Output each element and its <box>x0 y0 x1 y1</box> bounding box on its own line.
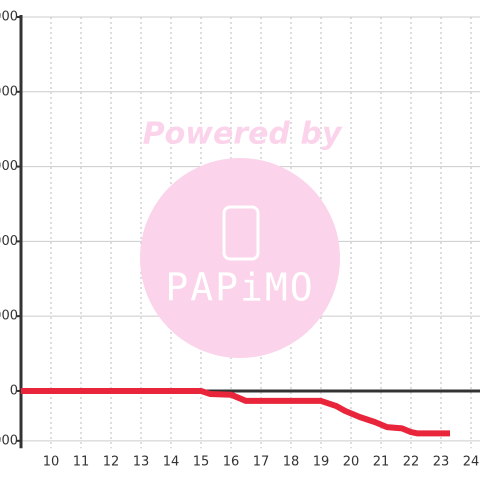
x-tick-label: 21 <box>373 455 390 470</box>
y-tick-label: 30,000 <box>0 309 18 324</box>
watermark-icon <box>222 205 260 261</box>
x-tick-label: 11 <box>73 455 90 470</box>
x-tick-label: 20 <box>343 455 360 470</box>
x-tick-label: 24 <box>463 455 480 470</box>
watermark-brand: PAPiMO <box>165 266 314 310</box>
x-tick-label: 13 <box>133 455 150 470</box>
y-tick-label: -20,000 <box>0 433 18 448</box>
y-tick-label: 60,000 <box>0 234 18 249</box>
x-tick-label: 22 <box>403 455 420 470</box>
y-tick-label: 90,000 <box>0 159 18 174</box>
x-tick-label: 19 <box>313 455 330 470</box>
y-tick-label: 120,000 <box>0 84 18 99</box>
x-tick-label: 10 <box>43 455 60 470</box>
x-tick-label: 15 <box>193 455 210 470</box>
y-tick-label: 0 <box>10 383 18 398</box>
x-tick-label: 14 <box>163 455 180 470</box>
x-tick-label: 17 <box>253 455 270 470</box>
series-line <box>21 387 450 437</box>
watermark-top: Powered by <box>143 117 343 152</box>
x-tick-label: 16 <box>223 455 240 470</box>
y-tick-label: 150,000 <box>0 10 18 25</box>
x-tick-label: 12 <box>103 455 120 470</box>
x-tick-label: 18 <box>283 455 300 470</box>
x-tick-label: 23 <box>433 455 450 470</box>
